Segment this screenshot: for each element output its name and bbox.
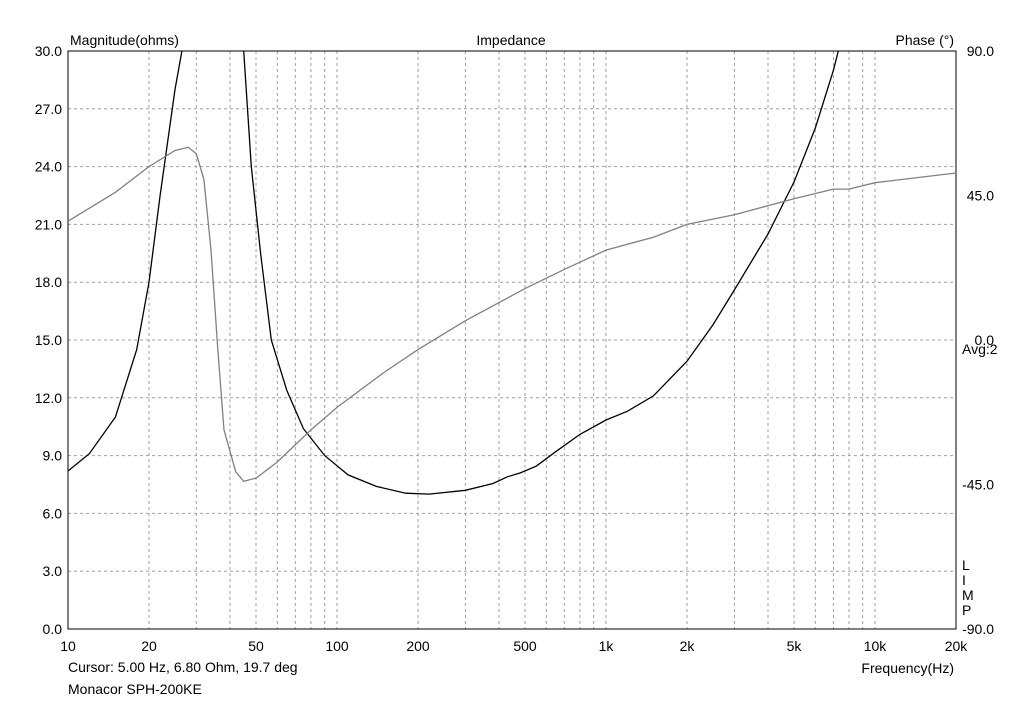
x-tick-label: 1k xyxy=(599,638,615,654)
y-right-tick-label: -45.0 xyxy=(962,477,994,493)
y-left-tick-label: 18.0 xyxy=(35,274,62,290)
mode-letter: M xyxy=(962,587,974,603)
magnitude-line-upper xyxy=(243,50,839,495)
mode-letter: I xyxy=(962,572,966,588)
plot-frame xyxy=(67,50,957,630)
x-tick-label: 2k xyxy=(680,638,696,654)
y-left-tick-label: 27.0 xyxy=(35,101,62,117)
mode-letter: L xyxy=(962,557,970,573)
y-right-tick-label: -90.0 xyxy=(962,621,994,637)
x-tick-labels: 10 20 50 100 200 500 1k 2k 5k 10k 20k xyxy=(60,638,968,654)
y-right-tick-label: 45.0 xyxy=(967,188,994,204)
y-left-axis-title: Magnitude(ohms) xyxy=(70,32,179,48)
y-left-tick-label: 12.0 xyxy=(35,390,62,406)
x-tick-label: 20k xyxy=(945,638,969,654)
y-right-tick-label: 90.0 xyxy=(967,43,994,59)
y-right-tick-label: 0.0 xyxy=(975,332,995,348)
y-right-axis-title: Phase (°) xyxy=(895,32,954,48)
y-left-tick-label: 6.0 xyxy=(43,505,63,521)
phase-line xyxy=(67,146,957,483)
y-left-tick-label: 21.0 xyxy=(35,216,62,232)
mode-letter: P xyxy=(962,602,971,618)
y-left-tick-label: 24.0 xyxy=(35,159,62,175)
y-left-tick-label: 3.0 xyxy=(43,563,63,579)
chart-grid xyxy=(68,51,956,629)
x-tick-label: 200 xyxy=(406,638,430,654)
y-left-tick-label: 15.0 xyxy=(35,332,62,348)
cursor-readout: Cursor: 5.00 Hz, 6.80 Ohm, 19.7 deg xyxy=(68,659,298,675)
x-tick-label: 500 xyxy=(513,638,537,654)
avg-label: Avg:2 xyxy=(962,341,998,357)
chart-marks xyxy=(67,50,957,495)
x-tick-label: 100 xyxy=(325,638,349,654)
x-tick-label: 5k xyxy=(787,638,803,654)
y-left-tick-label: 9.0 xyxy=(43,448,63,464)
x-tick-label: 10k xyxy=(864,638,888,654)
chart-title: Impedance xyxy=(476,32,545,48)
x-axis-title: Frequency(Hz) xyxy=(861,660,954,676)
y-left-tick-labels: 0.0 3.0 6.0 9.0 12.0 15.0 18.0 21.0 24.0 27.0 30.0 xyxy=(35,43,62,637)
x-tick-label: 20 xyxy=(141,638,157,654)
y-left-tick-label: 30.0 xyxy=(35,43,62,59)
x-tick-label: 10 xyxy=(60,638,76,654)
y-left-tick-label: 0.0 xyxy=(43,621,63,637)
y-right-tick-labels: 90.0 45.0 0.0 -45.0 -90.0 xyxy=(962,43,994,637)
magnitude-line xyxy=(67,50,183,472)
x-tick-label: 50 xyxy=(248,638,264,654)
device-name: Monacor SPH-200KE xyxy=(68,681,202,697)
